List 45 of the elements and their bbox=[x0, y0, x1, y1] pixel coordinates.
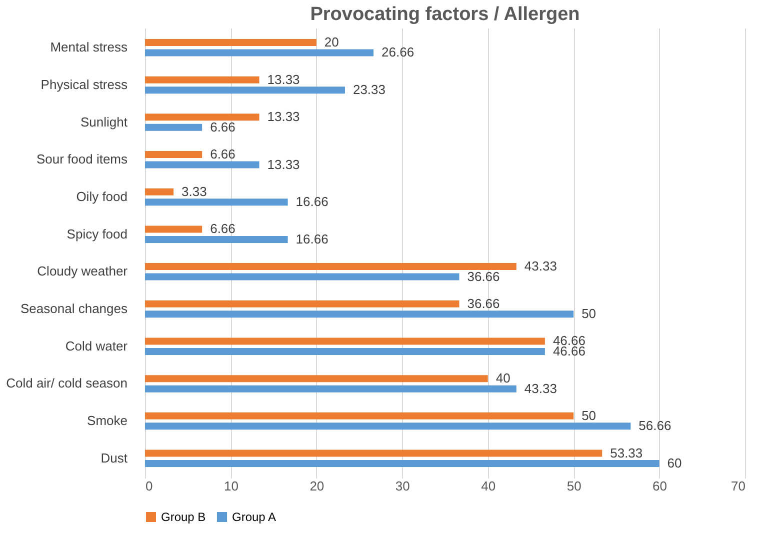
y-tick-label: Sunlight bbox=[80, 114, 128, 130]
data-label: 6.66 bbox=[210, 146, 236, 162]
y-tick-label: Seasonal changes bbox=[20, 301, 128, 316]
data-label: 16.66 bbox=[296, 231, 328, 246]
x-tick-label: 0 bbox=[146, 478, 153, 494]
data-label: 13.33 bbox=[267, 156, 300, 172]
data-label: 36.66 bbox=[467, 268, 500, 284]
y-tick-label: Oily food bbox=[76, 188, 128, 204]
y-tick-label: Smoke bbox=[87, 413, 128, 428]
y-tick-label: Cloudy weather bbox=[37, 264, 128, 279]
data-label: 50 bbox=[582, 306, 596, 322]
data-label: 60 bbox=[667, 456, 682, 471]
data-label: 53.33 bbox=[610, 445, 643, 460]
data-label: 50 bbox=[582, 408, 596, 423]
data-label: 6.66 bbox=[210, 119, 236, 134]
y-tick-label: Sour food items bbox=[36, 152, 128, 167]
x-tick-label: 50 bbox=[566, 478, 582, 494]
data-label: 13.33 bbox=[267, 72, 300, 87]
x-tick-label: 20 bbox=[310, 478, 324, 494]
data-label: 36.66 bbox=[467, 296, 500, 311]
data-label: 20 bbox=[324, 34, 339, 50]
data-label: 40 bbox=[496, 370, 510, 386]
data-label: 26.66 bbox=[382, 44, 414, 60]
y-tick-label: Cold air/ cold season bbox=[6, 376, 128, 391]
data-label: 16.66 bbox=[296, 194, 328, 210]
x-tick-label: 70 bbox=[731, 478, 746, 494]
x-tick-label: 40 bbox=[481, 478, 496, 494]
y-tick-label: Mental stress bbox=[50, 40, 128, 55]
y-tick-label: Dust bbox=[100, 450, 128, 466]
y-tick-label: Physical stress bbox=[40, 76, 128, 92]
x-tick-label: 60 bbox=[652, 478, 668, 494]
legend-label: Group A bbox=[232, 510, 276, 524]
data-label: 43.33 bbox=[524, 380, 557, 396]
data-label: 13.33 bbox=[267, 109, 300, 124]
y-tick-label: Spicy food bbox=[66, 226, 128, 242]
x-tick-label: 30 bbox=[395, 478, 410, 494]
data-label: 43.33 bbox=[524, 258, 557, 274]
data-label: 23.33 bbox=[352, 82, 386, 98]
data-label: 3.33 bbox=[182, 184, 207, 199]
y-tick-label: Cold water bbox=[65, 338, 128, 354]
data-label: 56.66 bbox=[638, 418, 672, 434]
data-label: 6.66 bbox=[210, 221, 236, 236]
legend-label: Group B bbox=[161, 510, 206, 524]
x-tick-label: 10 bbox=[224, 478, 238, 494]
chart-title: Provocating factors / Allergen bbox=[310, 4, 580, 25]
